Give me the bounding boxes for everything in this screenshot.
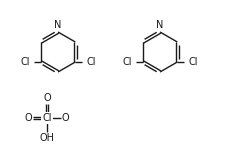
Text: N: N [156, 20, 164, 29]
Text: O: O [62, 113, 70, 123]
Text: OH: OH [40, 133, 55, 143]
Text: O: O [43, 93, 51, 103]
Text: O: O [24, 113, 32, 123]
Text: Cl: Cl [86, 57, 96, 67]
Text: Cl: Cl [42, 113, 52, 123]
Text: Cl: Cl [122, 57, 132, 67]
Text: N: N [54, 20, 62, 29]
Text: Cl: Cl [188, 57, 198, 67]
Text: Cl: Cl [20, 57, 30, 67]
